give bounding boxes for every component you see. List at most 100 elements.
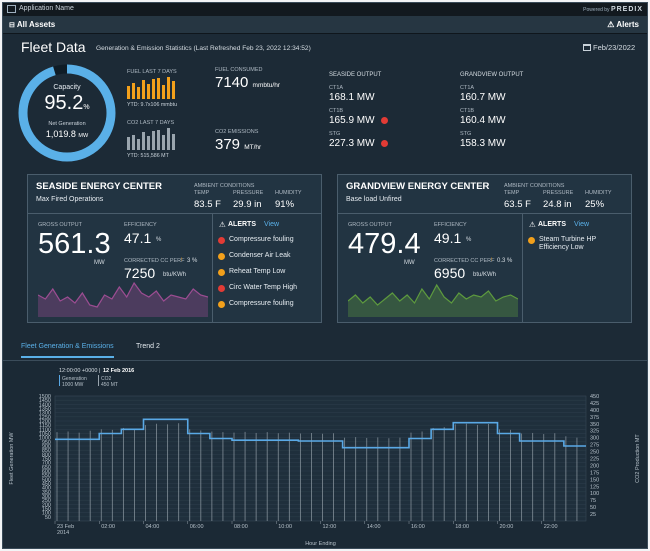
grandview-output-row-value: 160.7 MW <box>460 92 506 103</box>
y2-tick-label: 250 <box>590 450 599 456</box>
warning-icon: ⚠ <box>607 20 615 29</box>
date-value: Feb/23/2022 <box>593 43 636 52</box>
x-tick-label: 23 Feb <box>57 524 74 530</box>
grandview-alert-icon <box>528 237 535 244</box>
legend-swatch-generation <box>59 375 60 386</box>
grandview-temp-label: TEMP <box>504 190 520 196</box>
legend-swatch-co2 <box>98 375 99 386</box>
alerts-button[interactable]: ⚠ Alerts <box>607 20 639 29</box>
seaside-temp-label: TEMP <box>194 190 210 196</box>
fuel-ytd: YTD: 9.7x106 mmbtu <box>127 102 178 108</box>
y2-tick-label: 425 <box>590 401 599 407</box>
mini-bar <box>127 85 130 99</box>
y-tick-label: 850 <box>42 448 51 454</box>
grandview-output-row-value: 158.3 MW <box>460 138 506 149</box>
calendar-icon <box>583 44 591 51</box>
legend-label-generation: Generation <box>62 376 87 382</box>
seaside-cc-label: CORRECTED CC PERF <box>124 258 185 264</box>
seaside-sparkline-area <box>38 283 208 317</box>
grandview-alert-item[interactable]: Steam Turbine HP Efficiency Low <box>539 236 597 251</box>
y2-tick-label: 175 <box>590 470 599 476</box>
grandview-alerts-warning-icon: ⚠ <box>529 220 536 229</box>
seaside-alerts-warning-icon: ⚠ <box>219 220 226 229</box>
y-tick-label: 450 <box>42 482 51 488</box>
grandview-cc-unit: btu/KWh <box>473 272 497 278</box>
seaside-cc: 7250 <box>124 265 156 281</box>
date-picker[interactable]: Feb/23/2022 <box>583 43 635 52</box>
y-tick-label: 200 <box>42 502 51 508</box>
generation-chart: 5010015020025030035040045050055060065070… <box>9 368 641 547</box>
seaside-alert-item[interactable]: Reheat Temp Low <box>229 268 286 275</box>
seaside-output-alert-icon[interactable] <box>381 117 388 124</box>
seaside-output-row-label: CT1A <box>329 85 344 91</box>
fuel-consumed-unit: mmbtu/hr <box>252 82 280 89</box>
hierarchy-icon: ⊟ <box>9 22 15 29</box>
fuel-consumed-value: 7140 mmbtu/hr <box>215 74 280 91</box>
page-subtitle: Generation & Emission Statistics (Last R… <box>96 45 311 52</box>
y2-tick-label: 275 <box>590 443 599 449</box>
mini-bar <box>132 82 135 99</box>
seaside-eff-unit: % <box>156 237 162 243</box>
app-icon <box>7 5 16 13</box>
y-tick-label: 1150 <box>39 423 51 429</box>
net-generation-unit: MW <box>78 133 89 139</box>
grandview-output-row-value: 160.4 MW <box>460 115 506 126</box>
x-tick-label: 04:00 <box>146 524 160 530</box>
y2-tick-label: 100 <box>590 491 599 497</box>
fuel-bar-chart <box>127 77 177 99</box>
seaside-cc-arrow-icon: ↑ <box>180 257 183 263</box>
grandview-gross-unit: MW <box>404 260 415 266</box>
mini-bar <box>142 132 145 150</box>
seaside-alert-item[interactable]: Compressure fouling <box>229 300 294 307</box>
tab-fleet-generation[interactable]: Fleet Generation & Emissions <box>21 343 114 358</box>
mini-bar <box>142 80 145 99</box>
seaside-cc-change: 3 % <box>187 258 198 264</box>
y-tick-label: 150 <box>42 507 51 513</box>
grandview-alerts-view-link[interactable]: View <box>574 221 590 228</box>
grandview-output-row-label: CT1A <box>460 85 475 91</box>
capacity-unit: % <box>83 104 90 111</box>
co2-emissions-label: CO2 EMISSIONS <box>215 129 259 135</box>
y2-tick-label: 450 <box>590 394 599 400</box>
grandview-ambient-label: AMBIENT CONDITIONS <box>504 183 565 189</box>
powered-by: Powered by PREDIX <box>583 6 643 13</box>
seaside-alert-item[interactable]: Compressure fouling <box>229 236 294 243</box>
grandview-sparkline-area <box>348 285 518 317</box>
donut-fill <box>18 64 116 162</box>
y-tick-label: 100 <box>42 511 51 517</box>
grandview-sparkline <box>348 283 518 317</box>
tab-trend-2[interactable]: Trend 2 <box>136 343 160 350</box>
net-generation-number: 1,019.8 <box>45 129 76 139</box>
mini-bar <box>172 81 175 99</box>
grandview-sparkline-line <box>348 283 518 306</box>
seaside-output-alert-icon[interactable] <box>381 140 388 147</box>
seaside-mode: Max Fired Operations <box>36 196 104 203</box>
powered-by-text: Powered by <box>583 7 610 13</box>
co2-emissions-value: 379 MT/hr <box>215 136 261 153</box>
tooltip-date: 12 Feb 2016 <box>103 368 134 374</box>
seaside-alert-item[interactable]: Condenser Air Leak <box>229 252 291 259</box>
seaside-eff: 47.1 <box>124 230 152 246</box>
seaside-ambient-label: AMBIENT CONDITIONS <box>194 183 255 189</box>
seaside-alert-icon <box>218 253 225 260</box>
y-tick-label: 800 <box>42 452 51 458</box>
grandview-pressure-label: PRESSURE <box>543 190 574 196</box>
seaside-alert-item[interactable]: Circ Water Temp High <box>229 284 298 291</box>
grandview-output-row-label: STG <box>460 131 472 137</box>
legend-value-generation: 1000 MW <box>62 382 84 388</box>
x-tick-label: 10:00 <box>278 524 292 530</box>
all-assets-button[interactable]: ⊟ All Assets <box>9 20 55 29</box>
y-tick-label: 350 <box>42 490 51 496</box>
y-tick-label: 1050 <box>39 432 51 438</box>
fuel-consumed-label: FUEL CONSUMED <box>215 67 263 73</box>
co2-chart-label: CO2 LAST 7 DAYS <box>127 120 175 126</box>
co2-ytd: YTD: 515,586 MT <box>127 153 169 159</box>
y2-tick-label: 50 <box>590 505 596 511</box>
seaside-alerts-view-link[interactable]: View <box>264 221 280 228</box>
y2-axis-title: CO2 Production MT <box>635 434 641 483</box>
grandview-name: GRANDVIEW ENERGY CENTER <box>346 181 490 192</box>
mini-bar <box>127 136 130 150</box>
seaside-name: SEASIDE ENERGY CENTER <box>36 181 162 192</box>
seaside-output-row-label: CT1B <box>329 108 344 114</box>
y2-tick-label: 375 <box>590 415 599 421</box>
